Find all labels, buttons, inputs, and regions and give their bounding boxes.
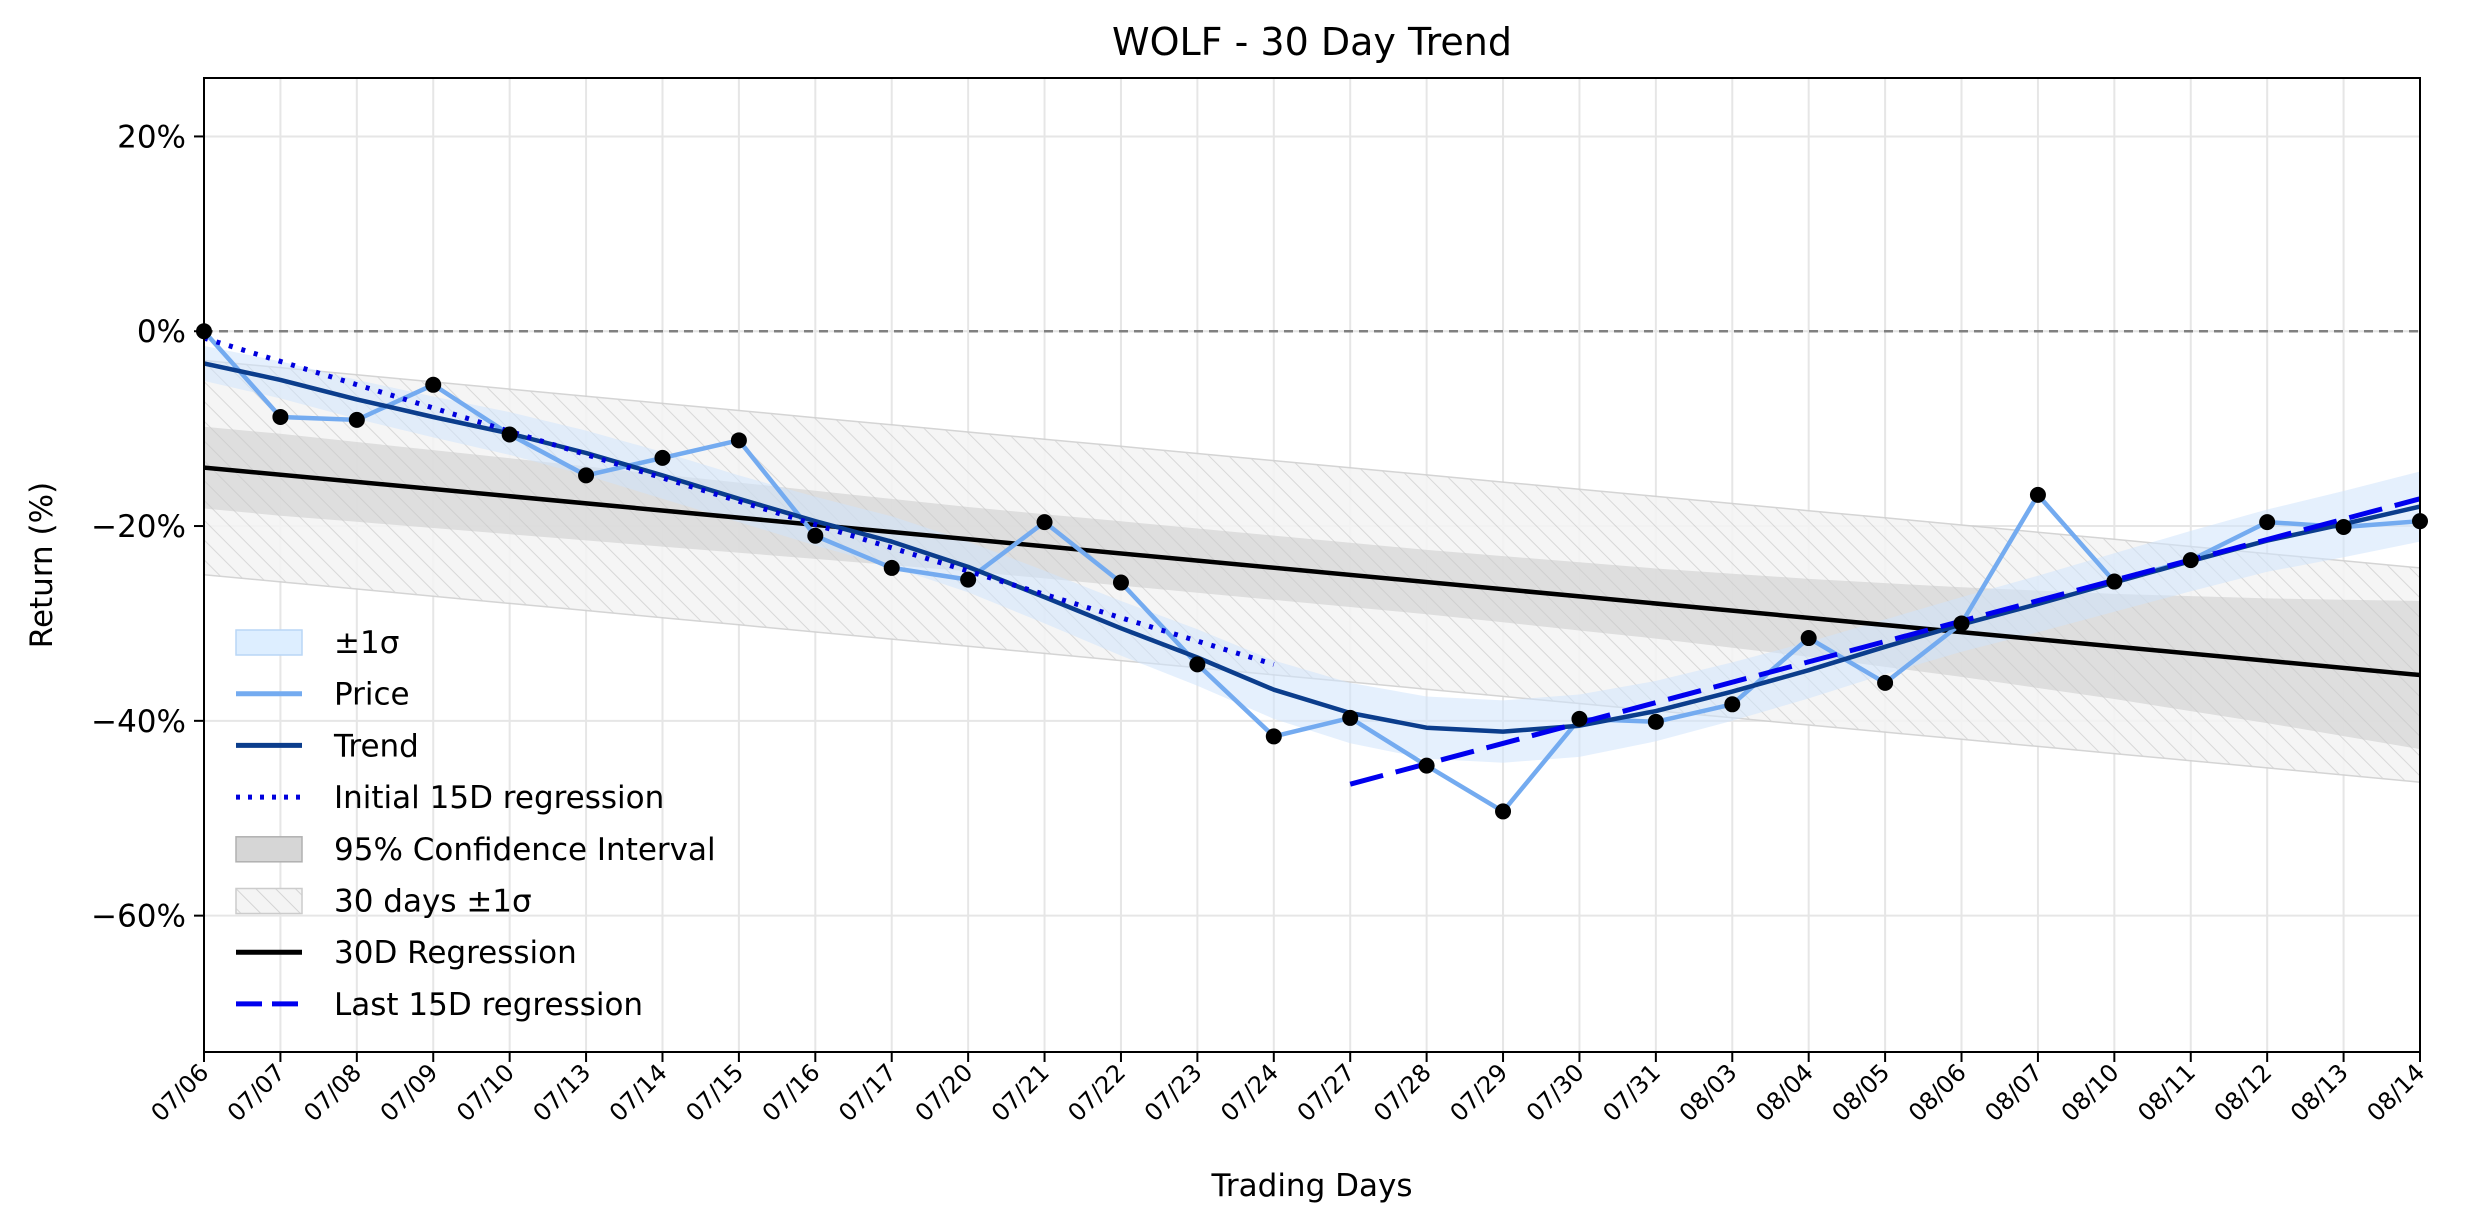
x-tick-label: 07/24 [1215, 1058, 1284, 1127]
bands [204, 345, 2420, 783]
y-tick-label: −60% [91, 899, 186, 935]
x-tick-label: 07/14 [604, 1058, 673, 1127]
price-point [730, 432, 747, 449]
price-point [1418, 757, 1435, 774]
price-line [204, 329, 2420, 814]
x-tick-label: 07/10 [451, 1058, 520, 1127]
x-axis-label: Trading Days [1211, 1168, 1413, 1204]
price-point [960, 571, 977, 588]
legend-label: Trend [333, 728, 419, 764]
x-tick-label: 08/05 [1827, 1058, 1896, 1127]
price-point [1265, 728, 1282, 745]
price-point [1112, 574, 1129, 591]
trend-line [204, 361, 2420, 734]
x-tick-label: 07/15 [680, 1058, 749, 1127]
x-tick-label: 07/20 [910, 1058, 979, 1127]
x-tick-label: 07/31 [1597, 1058, 1666, 1127]
lines [204, 329, 2420, 814]
x-tick-label: 07/06 [146, 1058, 215, 1127]
price-point [578, 467, 595, 484]
y-tick-label: 0% [137, 314, 186, 350]
x-tick-label: 07/27 [1292, 1058, 1361, 1127]
x-tick-label: 07/29 [1445, 1058, 1514, 1127]
y-axis: 20% 0% −20% −40% −60% [91, 119, 204, 935]
legend-swatch [235, 887, 303, 915]
x-tick-label: 07/22 [1062, 1058, 1131, 1127]
x-tick-label: 07/07 [222, 1058, 291, 1127]
last-15d-regression-line [1349, 496, 2420, 787]
x-tick-label: 08/07 [1979, 1058, 2048, 1127]
price-point [654, 449, 671, 466]
y-axis-label: Return (%) [24, 482, 60, 648]
price-point [272, 408, 289, 425]
x-tick-label: 07/13 [528, 1058, 597, 1127]
legend-label: 30D Regression [334, 935, 577, 971]
x-tick-label: 08/11 [2132, 1058, 2201, 1127]
x-tick-label: 07/30 [1521, 1058, 1590, 1127]
legend-label: ±1σ [334, 625, 399, 661]
x-tick-label: 07/09 [375, 1058, 444, 1127]
x-tick-label: 08/13 [2285, 1058, 2354, 1127]
plot-area [203, 77, 2421, 1053]
y-tick-label: −40% [91, 704, 186, 740]
price-point [1724, 696, 1741, 713]
legend-label: Initial 15D regression [334, 780, 664, 816]
price-point [1877, 674, 1894, 691]
price-point [1953, 615, 1970, 632]
price-point [348, 411, 365, 428]
price-point [1189, 656, 1206, 673]
price-point [883, 559, 900, 576]
x-tick-label: 08/04 [1750, 1058, 1819, 1127]
x-tick-label: 08/10 [2056, 1058, 2125, 1127]
price-point [1036, 514, 1053, 531]
price-point [1495, 803, 1512, 820]
x-tick-label: 08/14 [2362, 1058, 2431, 1127]
price-point [1342, 709, 1359, 726]
legend-label: Last 15D regression [334, 987, 643, 1023]
x-tick-label: 07/16 [757, 1058, 826, 1127]
legend-swatch [235, 836, 303, 863]
legend-label: 95% Confidence Interval [334, 832, 716, 868]
price-point [2335, 519, 2352, 536]
price-point [1571, 710, 1588, 727]
legend-label: 30 days ±1σ [334, 884, 532, 920]
x-tick-label: 07/28 [1368, 1058, 1437, 1127]
legend: ±1σ Price Trend Initial 15D regression 95% C… [235, 625, 716, 1023]
price-point [2182, 552, 2199, 569]
x-tick-label: 07/23 [1139, 1058, 1208, 1127]
price-point [1647, 713, 1664, 730]
y-tick-label: 20% [117, 119, 186, 155]
x-tick-label: 07/21 [986, 1058, 1055, 1127]
initial-15d-regression-line [204, 335, 1275, 667]
price-point [425, 376, 442, 393]
legend-label: Price [334, 677, 410, 713]
markers [196, 323, 2428, 820]
price-point [807, 527, 824, 544]
x-tick-label: 08/06 [1903, 1058, 1972, 1127]
price-point [2029, 486, 2046, 503]
legend-swatch [235, 629, 303, 656]
x-tick-label: 08/12 [2209, 1058, 2278, 1127]
price-point [1800, 630, 1817, 647]
x-tick-label: 07/08 [298, 1058, 367, 1127]
x-tick-label: 08/03 [1674, 1058, 1743, 1127]
x-axis: 07/06 07/07 07/08 07/09 07/10 07/13 07/14 07/15… [146, 1052, 2431, 1127]
x-tick-label: 07/17 [833, 1058, 902, 1127]
price-point [2259, 514, 2276, 531]
price-point [2106, 573, 2123, 590]
y-tick-label: −20% [91, 509, 186, 545]
trend-sigma-band [204, 345, 2420, 763]
price-point [501, 426, 518, 443]
regression-30d-line [204, 465, 2420, 678]
chart-title: WOLF - 30 Day Trend [1112, 20, 1512, 64]
